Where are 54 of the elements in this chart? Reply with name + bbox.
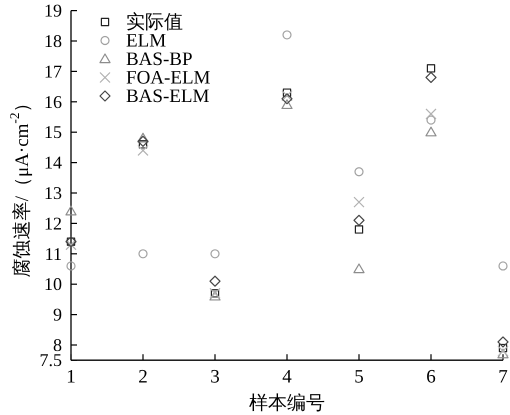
point [281,99,293,110]
legend-label: BAS-BP [126,48,193,70]
y-tick-label: 19 [44,0,62,21]
point [498,261,508,271]
point [498,344,508,352]
point [282,30,292,40]
point [138,249,148,258]
y-tick-label: 17 [44,61,62,82]
point [426,64,436,73]
point [497,336,509,348]
y-tick-label: 18 [44,31,62,51]
x-axis-title: 样本编号 [249,392,325,414]
x-tick-label: 7 [498,366,508,388]
y-tick-label: 16 [44,92,62,112]
point [425,126,437,136]
point [354,225,364,234]
legend-label: ELM [126,30,166,51]
point [353,214,365,226]
y-tick-label: 10 [44,274,62,294]
y-tick-label: 12 [44,213,62,234]
y-tick-label: 15 [44,122,62,142]
point [138,140,148,149]
point [354,167,364,176]
x-tick-label: 6 [426,366,436,388]
point [353,196,365,208]
legend-label: 实际值 [126,10,183,32]
point [210,249,220,258]
point [425,72,437,84]
point [65,206,77,216]
point [282,88,292,97]
point [137,144,149,156]
point [497,345,509,357]
x-tick-label: 4 [282,366,292,388]
point [281,93,293,104]
x-tick-label: 3 [210,366,220,388]
x-tick-label: 1 [66,366,76,388]
y-tick-label: 14 [44,152,62,173]
point [65,239,77,250]
point [137,132,149,142]
point [209,290,221,301]
point [425,108,437,120]
point [426,115,436,125]
point [353,263,365,274]
y-tick-label: 13 [44,183,62,203]
point [66,261,76,271]
legend-label: BAS-ELM [126,86,210,106]
point [137,136,149,147]
x-tick-label: 5 [354,366,364,388]
y-tick-label: 9 [53,304,62,325]
legend-label: FOA-ELM [126,67,211,88]
point [209,276,221,287]
point [281,90,293,102]
x-tick-label: 2 [138,366,148,388]
y-tick-label: 11 [44,244,62,264]
